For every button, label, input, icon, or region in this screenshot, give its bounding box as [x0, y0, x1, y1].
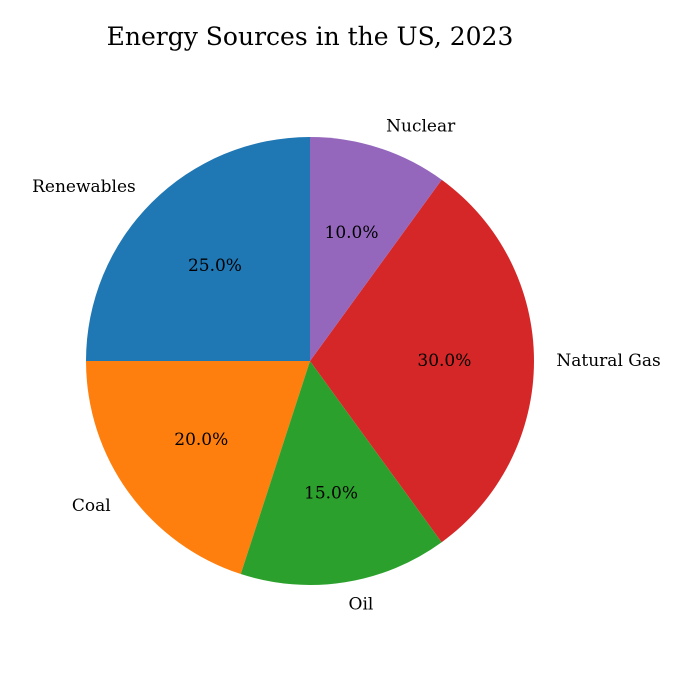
pie-slice-natural-gas	[310, 179, 534, 543]
slice-label-renewables: Renewables	[32, 177, 136, 197]
pie-slices	[86, 137, 534, 585]
slice-percent-renewables: 25.0%	[188, 256, 242, 276]
slice-percent-natural-gas: 30.0%	[417, 351, 471, 371]
pie-slice-coal	[86, 361, 310, 575]
pie-slice-oil	[240, 361, 442, 585]
slice-percent-coal: 20.0%	[174, 430, 228, 450]
slice-label-oil: Oil	[349, 594, 374, 614]
pie-category-labels: Renewables Coal Oil Natural Gas Nuclear	[32, 117, 661, 615]
pie-slice-nuclear	[310, 137, 442, 361]
slice-label-nuclear: Nuclear	[386, 117, 456, 137]
chart-title: Energy Sources in the US, 2023	[107, 22, 514, 51]
slice-percent-nuclear: 10.0%	[325, 223, 379, 243]
slice-percent-oil: 15.0%	[304, 484, 358, 504]
pie-percent-labels: 25.0% 20.0% 15.0% 30.0% 10.0%	[174, 223, 471, 504]
pie-slice-renewables	[86, 137, 310, 361]
slice-label-coal: Coal	[72, 496, 111, 516]
slice-label-natural-gas: Natural Gas	[556, 351, 660, 371]
